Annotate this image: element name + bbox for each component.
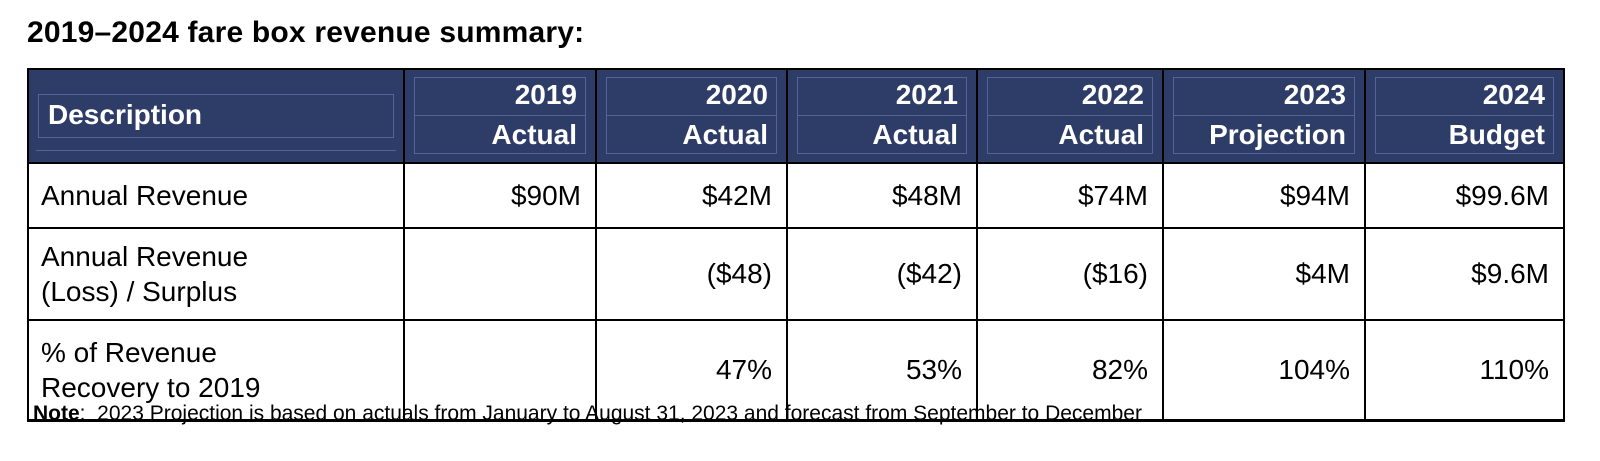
cell-value: ($48): [595, 227, 788, 322]
header-inset-box: 2022 Actual: [987, 77, 1153, 155]
header-type-label: Actual: [872, 119, 958, 151]
fare-box-revenue-table: Description 2019 Actual 2020 Actual: [27, 67, 1565, 423]
table-row-annual-revenue: Annual Revenue $90M $42M $48M $74M $94M …: [27, 162, 1565, 230]
header-inset-box: 2023 Projection: [1173, 77, 1355, 155]
cell-value: 47%: [595, 319, 788, 422]
header-year-label: 2024: [1376, 78, 1553, 117]
table-row-loss-surplus: Annual Revenue (Loss) / Surplus ($48) ($…: [27, 227, 1565, 322]
cell-value: 82%: [976, 319, 1164, 422]
cell-value: ($42): [786, 227, 978, 322]
header-type-label: Actual: [1058, 119, 1144, 151]
cell-value: 53%: [786, 319, 978, 422]
column-header-2024-budget: 2024 Budget: [1364, 67, 1565, 165]
cell-value: $99.6M: [1364, 162, 1565, 230]
cell-value: [403, 227, 597, 322]
header-inset-box: 2020 Actual: [606, 77, 777, 155]
table-header-row: Description 2019 Actual 2020 Actual: [27, 67, 1565, 165]
footnote: Note: 2023 Projection is based on actual…: [33, 402, 1142, 426]
cell-value: $74M: [976, 162, 1164, 230]
cell-value: $42M: [595, 162, 788, 230]
description-header-inset: Description: [38, 94, 394, 138]
column-header-description: Description: [27, 67, 405, 165]
footnote-label: Note: [33, 402, 80, 425]
column-header-2023-projection: 2023 Projection: [1162, 67, 1366, 165]
header-year-label: 2019: [415, 78, 585, 117]
column-header-2020-actual: 2020 Actual: [595, 67, 788, 165]
cell-value: [403, 319, 597, 422]
cell-value: $90M: [403, 162, 597, 230]
column-header-2022-actual: 2022 Actual: [976, 67, 1164, 165]
row-description: Annual Revenue (Loss) / Surplus: [27, 227, 405, 322]
table-row-percent-recovery: % of Revenue Recovery to 2019 47% 53% 82…: [27, 319, 1565, 422]
description-header-label: Description: [48, 99, 203, 131]
cell-value: 110%: [1364, 319, 1565, 422]
header-type-label: Budget: [1448, 119, 1545, 151]
cell-value: $4M: [1162, 227, 1366, 322]
row-description: Annual Revenue: [27, 162, 405, 230]
row-description: % of Revenue Recovery to 2019: [27, 319, 405, 422]
header-inset-box: 2024 Budget: [1375, 77, 1554, 155]
header-year-label: 2023: [1174, 78, 1354, 117]
cell-value: $9.6M: [1364, 227, 1565, 322]
header-inset-box: 2019 Actual: [414, 77, 586, 155]
cell-value: $48M: [786, 162, 978, 230]
header-type-label: Projection: [1209, 119, 1346, 151]
column-header-2021-actual: 2021 Actual: [786, 67, 978, 165]
header-inset-box: 2021 Actual: [797, 77, 967, 155]
cell-value: 104%: [1162, 319, 1366, 422]
column-header-2019-actual: 2019 Actual: [403, 67, 597, 165]
header-type-label: Actual: [682, 119, 768, 151]
cell-value: ($16): [976, 227, 1164, 322]
page-title: 2019–2024 fare box revenue summary:: [27, 16, 585, 49]
header-year-label: 2021: [798, 78, 966, 117]
cell-value: $94M: [1162, 162, 1366, 230]
header-year-label: 2022: [988, 78, 1152, 117]
header-type-label: Actual: [491, 119, 577, 151]
header-year-label: 2020: [607, 78, 776, 117]
footnote-text: : 2023 Projection is based on actuals fr…: [79, 402, 1142, 425]
